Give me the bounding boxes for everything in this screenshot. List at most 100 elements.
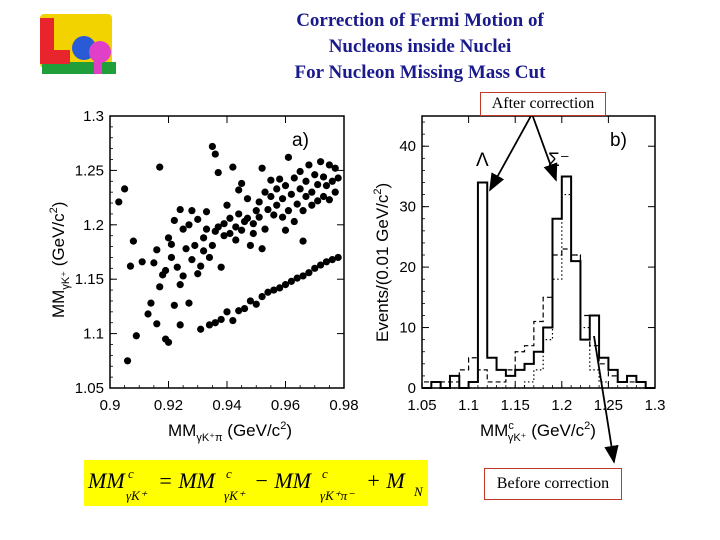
scatter-point xyxy=(267,176,275,184)
scatter-point xyxy=(205,253,214,262)
histogram-panel-label: b) xyxy=(610,130,627,151)
lambda-peak-label: Λ xyxy=(476,150,489,171)
histogram-x-tick-label: 1.2 xyxy=(551,397,572,414)
missing-mass-formula: MM c γK⁺ = MM c γK⁺ − MM c γK⁺π⁻ + M N xyxy=(84,460,428,506)
scatter-point xyxy=(197,262,205,270)
scatter-point xyxy=(176,321,184,329)
scatter-point xyxy=(328,177,336,185)
scatter-y-tick-label: 1.05 xyxy=(75,380,104,397)
histogram-y-tick-label: 10 xyxy=(399,320,416,337)
scatter-point xyxy=(194,270,202,278)
scatter-point xyxy=(235,186,243,194)
scatter-point xyxy=(331,164,339,172)
scatter-point xyxy=(164,338,173,346)
scatter-point xyxy=(191,241,199,250)
histogram-y-label: Events/(0.01 GeV/c2) xyxy=(372,183,392,342)
scatter-point xyxy=(115,198,123,206)
scatter-point xyxy=(176,281,184,289)
formula-term-2: = MM xyxy=(158,468,217,493)
scatter-x-tick-label: 0.92 xyxy=(154,397,183,414)
scatter-point xyxy=(290,217,298,226)
scatter-point xyxy=(240,304,249,313)
histogram-frame xyxy=(421,115,656,389)
scatter-point xyxy=(273,185,281,193)
scatter-point xyxy=(200,234,208,242)
scatter-point xyxy=(226,229,234,238)
scatter-point xyxy=(185,299,193,307)
scatter-x-tick-label: 0.96 xyxy=(271,397,300,414)
scatter-point xyxy=(214,223,222,231)
scatter-point xyxy=(223,201,231,209)
scatter-point xyxy=(121,185,129,193)
scatter-point xyxy=(138,258,146,266)
scatter-point xyxy=(322,182,331,190)
scatter-point xyxy=(153,246,161,254)
histogram-y-tick-label: 20 xyxy=(399,259,416,276)
formula-sup-2: c xyxy=(226,466,232,481)
formula-term-4: + M xyxy=(366,468,406,493)
scatter-point xyxy=(167,253,176,262)
scatter-point xyxy=(293,274,301,282)
scatter-point xyxy=(287,190,295,198)
scatter-point xyxy=(278,195,287,203)
scatter-point xyxy=(322,258,331,266)
scatter-point xyxy=(220,232,228,240)
formula-term-3: − MM xyxy=(254,468,313,493)
scatter-point xyxy=(317,158,325,166)
scatter-point xyxy=(255,198,263,206)
scatter-point xyxy=(305,161,313,169)
histogram-y-tick-label: 0 xyxy=(408,380,416,397)
histogram-series-dashed xyxy=(421,248,655,389)
formula-glyphs: MM c γK⁺ = MM c γK⁺ − MM c γK⁺π⁻ + M N xyxy=(87,466,424,503)
scatter-point xyxy=(281,182,290,190)
scatter-point xyxy=(182,245,190,253)
scatter-point xyxy=(243,195,252,203)
scatter-point xyxy=(223,308,231,316)
scatter-point xyxy=(319,173,328,181)
scatter-point xyxy=(235,210,243,218)
scatter-point xyxy=(246,241,254,250)
scatter-point xyxy=(308,201,316,209)
scatter-point xyxy=(293,200,301,208)
scatter-point xyxy=(258,245,266,253)
scatter-point xyxy=(205,321,214,329)
scatter-point xyxy=(325,196,333,204)
scatter-point xyxy=(252,300,260,308)
scatter-point xyxy=(252,207,260,215)
after-correction-label: After correction xyxy=(491,95,595,112)
scatter-point xyxy=(238,226,246,234)
logo-pink-stem xyxy=(94,56,102,74)
scatter-point xyxy=(314,180,322,189)
scatter-point xyxy=(188,256,196,264)
scatter-point xyxy=(238,179,246,188)
arrow-to-sigma xyxy=(531,113,558,182)
lepp-logo xyxy=(40,14,116,74)
scatter-point xyxy=(229,163,237,171)
scatter-point xyxy=(156,283,164,291)
scatter-point xyxy=(249,220,257,228)
title-line-2: Nucleons inside Nuclei xyxy=(328,36,512,57)
scatter-point xyxy=(150,259,158,267)
scatter-y-label: MMγK⁺ (GeV/c2) xyxy=(48,202,72,318)
histogram-x-tick-label: 1.3 xyxy=(645,397,666,414)
scatter-point xyxy=(220,220,228,228)
scatter-point xyxy=(170,301,178,309)
scatter-point xyxy=(299,237,307,245)
scatter-point xyxy=(258,164,266,172)
histogram-x-label: MMc γK⁺ (GeV/c2) xyxy=(480,420,596,444)
scatter-point xyxy=(325,161,333,169)
scatter-point xyxy=(194,215,202,223)
scatter-point xyxy=(281,226,290,234)
scatter-point xyxy=(200,247,208,255)
scatter-point xyxy=(126,262,135,270)
scatter-point xyxy=(179,225,187,233)
scatter-point xyxy=(214,168,222,177)
before-correction-label: Before correction xyxy=(496,475,610,492)
scatter-point xyxy=(284,153,293,161)
scatter-point xyxy=(197,325,205,333)
scatter-point xyxy=(156,163,164,171)
histogram-series-solid xyxy=(422,175,655,389)
scatter-point xyxy=(211,319,219,327)
scatter-panel: 0.9 0.92 0.94 0.96 0.98 1.05 1.1 1.15 1.2 1.25 1.3… xyxy=(48,108,359,444)
scatter-frame xyxy=(109,115,345,389)
